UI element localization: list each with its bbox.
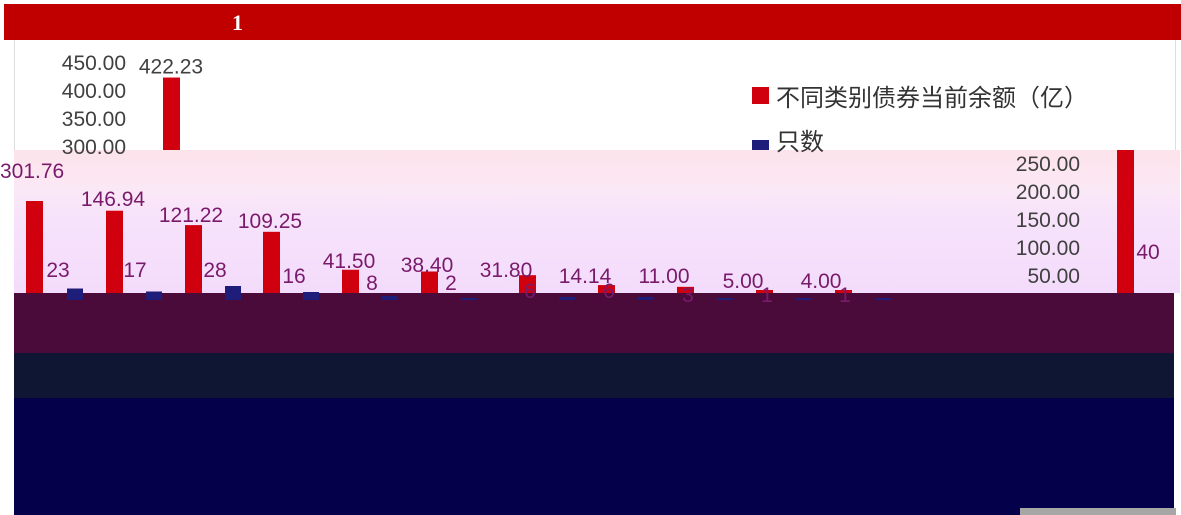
bar-count [146,291,162,300]
chart-marks: 422.23301.7623146.9417121.2228109.251641… [0,56,1160,307]
legend-swatch-balance [752,87,769,104]
data-label-balance: 41.50 [323,250,376,273]
bar-count [559,297,575,300]
y-tick-right: 100.00 [1016,237,1080,260]
y-tick-left: 300.00 [62,136,126,159]
y-tick-left: 450.00 [62,52,126,75]
y-tick-left: 400.00 [62,80,126,103]
bar-count [875,298,891,300]
y-tick-right: 150.00 [1016,209,1080,232]
data-label-count: 28 [203,259,226,282]
data-label-balance: 4.00 [801,270,842,293]
bar-balance [163,77,180,150]
data-label-balance: 11.00 [639,265,690,288]
y-tick-right: 250.00 [1016,153,1080,176]
legend: 不同类别债券当前余额（亿） 只数 [752,84,1088,156]
data-label-balance: 422.23 [139,56,203,79]
bar-balance [756,290,773,293]
data-label-balance: 146.94 [81,188,146,211]
legend-label-count: 只数 [776,128,824,156]
corrupted-dark-band [14,293,1174,353]
data-label-count: 6 [603,280,615,303]
bar-count [638,297,654,300]
bar-balance [519,275,536,293]
data-label-balance: 109.25 [238,210,302,233]
y-tick-right: 200.00 [1016,181,1080,204]
data-label-count: 1 [839,284,851,307]
data-label-count: 8 [366,272,378,295]
data-label-balance-partial: 301.76 [0,160,64,183]
legend-swatch-count [752,140,769,150]
data-label-count: 2 [445,272,457,295]
y-tick-right: 50.00 [1027,265,1080,288]
data-label-count: 16 [282,265,305,288]
corrupted-band [14,150,1180,293]
bar-balance [263,231,280,293]
data-label-balance: 5.00 [723,270,764,293]
bar-balance [421,271,438,293]
bar-balance [677,286,694,293]
data-label-count: 6 [524,280,536,303]
y-tick-left: 350.00 [62,108,126,131]
y-axis-left: 450.00 400.00 350.00 300.00 [62,52,126,159]
bar-balance [342,269,359,293]
chart-panel [14,40,1176,151]
corrupted-dark-band [14,398,1174,515]
data-label-balance: 31.80 [480,259,533,282]
bar-count [225,286,241,300]
bar-count [717,298,733,300]
bar-count [796,298,812,300]
scroll-strip [1020,508,1176,515]
data-label-balance: 14.14 [559,265,612,288]
legend-label-balance: 不同类别债券当前余额（亿） [776,84,1088,112]
data-label-balance: 38.40 [401,254,454,277]
data-label-count: 23 [46,259,69,282]
bar-balance [1117,150,1134,293]
bar-balance [106,210,123,293]
bar-balance [26,201,43,293]
data-label-balance: 121.22 [159,204,223,227]
bar-count [67,288,83,300]
data-label-count: 17 [123,259,146,282]
corrupted-dark-band [14,353,1174,398]
bar-balance [835,290,852,293]
y-axis-right: 250.00 200.00 150.00 100.00 50.00 [1016,153,1080,288]
bar-count [382,296,398,300]
bar-count [461,298,477,300]
data-label-count: 1 [761,284,773,307]
header-title: 1 [232,10,243,35]
data-label-count: 3 [682,284,694,307]
bar-balance [185,225,202,293]
bar-count [303,292,319,300]
bar-balance [598,285,615,293]
data-label-count-partial: 40 [1136,241,1159,264]
header-bar: 1 [4,4,1181,40]
